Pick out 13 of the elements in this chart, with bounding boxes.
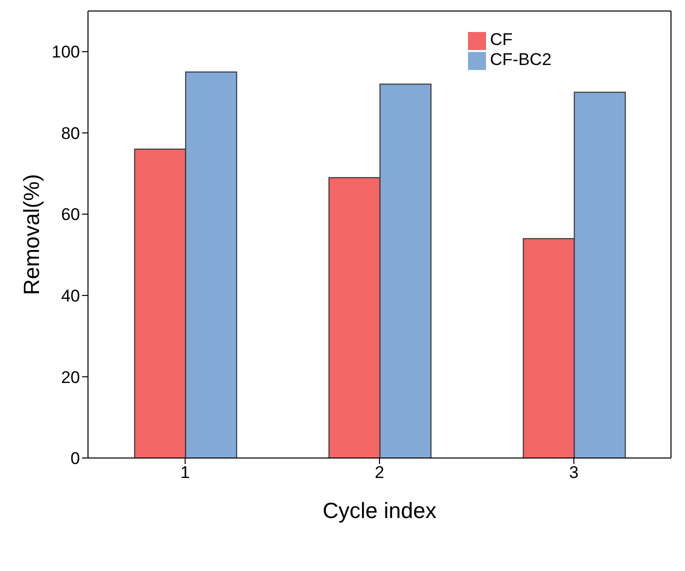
y-axis-title: Removal(%) — [18, 174, 44, 296]
y-tick-label: 80 — [61, 124, 80, 143]
y-tick-label: 20 — [61, 368, 80, 387]
legend-label: CF-BC2 — [490, 50, 552, 69]
y-tick-label: 100 — [52, 42, 80, 62]
x-tick-label: 3 — [569, 463, 579, 482]
y-tick-label: 0 — [70, 449, 80, 468]
x-tick-label: 1 — [180, 463, 190, 482]
x-axis-title: Cycle index — [322, 498, 436, 523]
x-tick-label: 2 — [374, 463, 384, 482]
legend-label: CF — [490, 30, 513, 49]
y-tick-label: 40 — [61, 286, 80, 306]
y-tick-label: 60 — [61, 205, 80, 224]
